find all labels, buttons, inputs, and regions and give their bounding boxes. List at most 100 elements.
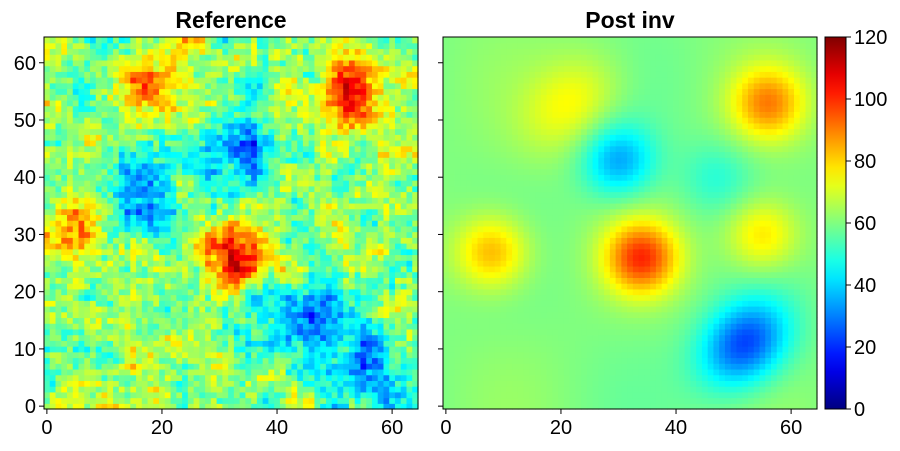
heatmap-cell — [500, 351, 507, 359]
heatmap-cell — [377, 180, 385, 187]
heatmap-cell — [297, 346, 304, 353]
heatmap-cell — [216, 340, 223, 347]
heatmap-cell — [256, 403, 264, 410]
heatmap-cell — [366, 294, 373, 301]
heatmap-cell — [113, 197, 120, 204]
heatmap-cell — [586, 374, 594, 381]
heatmap-cell — [216, 243, 223, 250]
heatmap-cell — [673, 363, 680, 370]
heatmap-cell — [118, 340, 126, 347]
heatmap-cell — [182, 225, 189, 233]
heatmap-cell — [412, 145, 419, 153]
heatmap-cell — [308, 237, 316, 244]
heatmap-cell — [136, 48, 143, 55]
heatmap-cell — [84, 254, 91, 261]
heatmap-cell — [343, 260, 350, 267]
heatmap-cell — [343, 88, 350, 95]
heatmap-cell — [337, 277, 344, 284]
heatmap-cell — [742, 374, 749, 381]
heatmap-cell — [95, 65, 103, 72]
heatmap-cell — [678, 346, 686, 353]
heatmap-cell — [262, 48, 269, 55]
heatmap-cell — [291, 386, 298, 393]
heatmap-cell — [216, 94, 223, 101]
heatmap-cell — [609, 374, 617, 381]
heatmap-cell — [690, 351, 697, 359]
heatmap-cell — [366, 283, 373, 290]
heatmap-cell — [302, 42, 310, 50]
heatmap-cell — [72, 374, 80, 381]
heatmap-cell — [412, 248, 419, 256]
heatmap-cell — [609, 357, 617, 364]
heatmap-cell — [575, 351, 582, 359]
heatmap-cell — [210, 283, 218, 290]
heatmap-cell — [366, 99, 373, 107]
heatmap-cell — [394, 191, 402, 198]
heatmap-cell — [182, 288, 189, 296]
heatmap-cell — [598, 363, 605, 370]
heatmap-cell — [394, 157, 402, 164]
heatmap-cell — [360, 105, 367, 112]
heatmap-cell — [61, 82, 68, 90]
heatmap-cell — [55, 374, 62, 381]
heatmap-cell — [187, 140, 195, 147]
heatmap-cell — [406, 248, 413, 256]
heatmap-cell — [406, 65, 413, 72]
heatmap-cell — [170, 214, 177, 221]
heatmap-cell — [153, 305, 160, 313]
heatmap-cell — [124, 82, 131, 90]
heatmap-cell — [72, 82, 80, 90]
heatmap-cell — [130, 145, 137, 153]
heatmap-cell — [182, 243, 189, 250]
heatmap-cell — [331, 202, 339, 210]
heatmap-cell — [44, 363, 51, 370]
heatmap-cell — [228, 243, 235, 250]
heatmap-cell — [147, 305, 154, 313]
heatmap-cell — [394, 283, 402, 290]
heatmap-cell — [228, 128, 235, 135]
heatmap-cell — [489, 374, 496, 381]
heatmap-cell — [389, 71, 396, 78]
heatmap-cell — [377, 117, 385, 124]
heatmap-cell — [719, 397, 726, 404]
heatmap-cell — [245, 260, 252, 267]
heatmap-cell — [297, 323, 304, 330]
heatmap-cell — [325, 237, 333, 244]
heatmap-cell — [245, 351, 252, 359]
heatmap-cell — [61, 157, 68, 164]
heatmap-cell — [239, 288, 246, 296]
heatmap-cell — [176, 197, 183, 204]
heatmap-cell — [262, 59, 269, 67]
heatmap-cell — [170, 334, 177, 341]
heatmap-cell — [61, 197, 68, 204]
heatmap-cell — [113, 300, 120, 307]
heatmap-cell — [308, 48, 316, 55]
heatmap-cell — [615, 340, 622, 347]
heatmap-cell — [371, 271, 379, 278]
heatmap-cell — [90, 357, 97, 364]
heatmap-cell — [55, 334, 62, 341]
heatmap-cell — [78, 88, 85, 95]
heatmap-cell — [101, 380, 108, 387]
heatmap-cell — [394, 59, 402, 67]
heatmap-cell — [678, 380, 686, 387]
heatmap-cell — [268, 265, 275, 273]
heatmap-cell — [44, 340, 51, 347]
heatmap-cell — [187, 237, 195, 244]
heatmap-cell — [354, 180, 362, 187]
heatmap-cell — [90, 328, 97, 336]
heatmap-cell — [747, 346, 755, 353]
heatmap-cell — [268, 128, 275, 135]
heatmap-cell — [222, 265, 229, 273]
heatmap-cell — [84, 122, 91, 130]
heatmap-cell — [90, 254, 97, 261]
heatmap-cell — [389, 334, 396, 341]
heatmap-cell — [383, 180, 390, 187]
heatmap-cell — [400, 231, 408, 238]
heatmap-cell — [101, 99, 108, 107]
heatmap-cell — [466, 386, 473, 393]
heatmap-cell — [193, 180, 200, 187]
heatmap-cell — [366, 134, 373, 141]
heatmap-cell — [147, 145, 154, 153]
heatmap-cell — [107, 145, 114, 153]
